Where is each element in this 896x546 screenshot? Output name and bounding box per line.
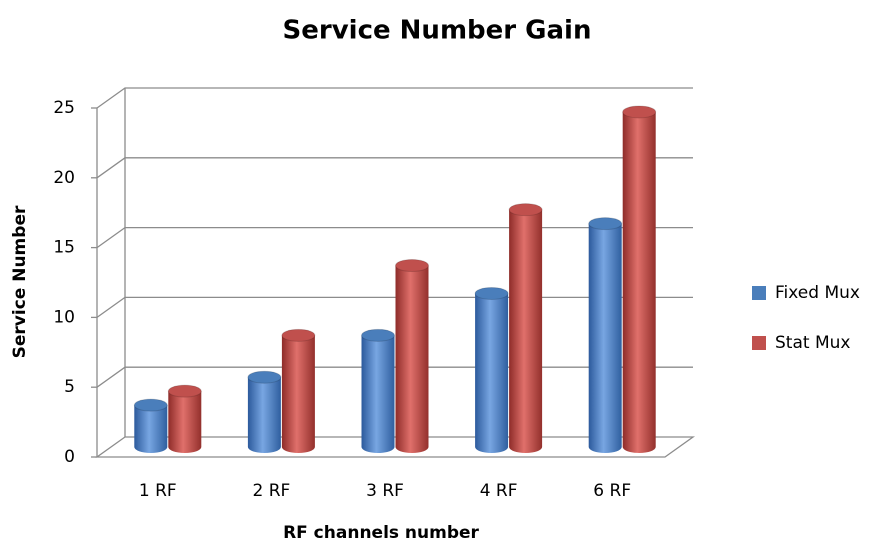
- x-axis-title: RF channels number: [283, 523, 479, 543]
- x-tick-label: 4 RF: [480, 481, 518, 501]
- bar-top: [508, 203, 543, 217]
- bar-body: [475, 293, 509, 453]
- y-tick-label: 15: [53, 238, 75, 258]
- bar-body: [622, 111, 656, 454]
- bar-body: [361, 335, 395, 453]
- bar-top: [167, 384, 202, 398]
- bar-top: [395, 259, 429, 273]
- y-tick-label: 5: [64, 377, 75, 397]
- x-tick-label: 2 RF: [252, 481, 290, 501]
- x-tick-label: 3 RF: [366, 481, 404, 501]
- y-tick-label: 20: [53, 168, 75, 188]
- bar: [474, 286, 509, 453]
- bar-top: [622, 105, 657, 119]
- bar: [247, 370, 282, 453]
- y-tick-label: 10: [53, 307, 75, 327]
- chart-title: Service Number Gain: [283, 16, 592, 46]
- bar-top: [133, 398, 168, 412]
- legend-label: Fixed Mux: [775, 283, 860, 303]
- y-tick-label: 0: [64, 447, 75, 467]
- legend-swatch: [752, 286, 766, 300]
- bar: [167, 384, 202, 453]
- bar-body: [247, 377, 281, 453]
- bar-body: [395, 265, 429, 453]
- bar-top: [474, 286, 509, 300]
- legend-label: Stat Mux: [775, 333, 850, 353]
- x-tick-label: 1 RF: [139, 481, 177, 501]
- bar-body: [509, 209, 543, 453]
- grid-line: [96, 87, 693, 109]
- bar-body: [588, 223, 622, 453]
- bar: [588, 217, 623, 453]
- bar-top: [361, 328, 395, 342]
- y-axis-title: Service Number: [10, 205, 30, 358]
- legend-swatch: [752, 336, 766, 350]
- x-tick-label: 6 RF: [593, 481, 631, 501]
- bar: [508, 203, 543, 453]
- y-tick-label: 25: [53, 98, 75, 118]
- bar: [133, 398, 168, 453]
- bar: [361, 328, 395, 453]
- bar-top: [247, 370, 282, 384]
- bar-top: [588, 217, 623, 231]
- bar-body: [134, 405, 168, 453]
- bar: [395, 259, 429, 453]
- floor: [94, 436, 696, 458]
- bar-body: [168, 391, 202, 453]
- bar-body: [281, 335, 315, 453]
- bar: [281, 328, 316, 453]
- bar: [622, 105, 657, 454]
- grid-line: [96, 157, 693, 179]
- bar-top: [281, 328, 316, 342]
